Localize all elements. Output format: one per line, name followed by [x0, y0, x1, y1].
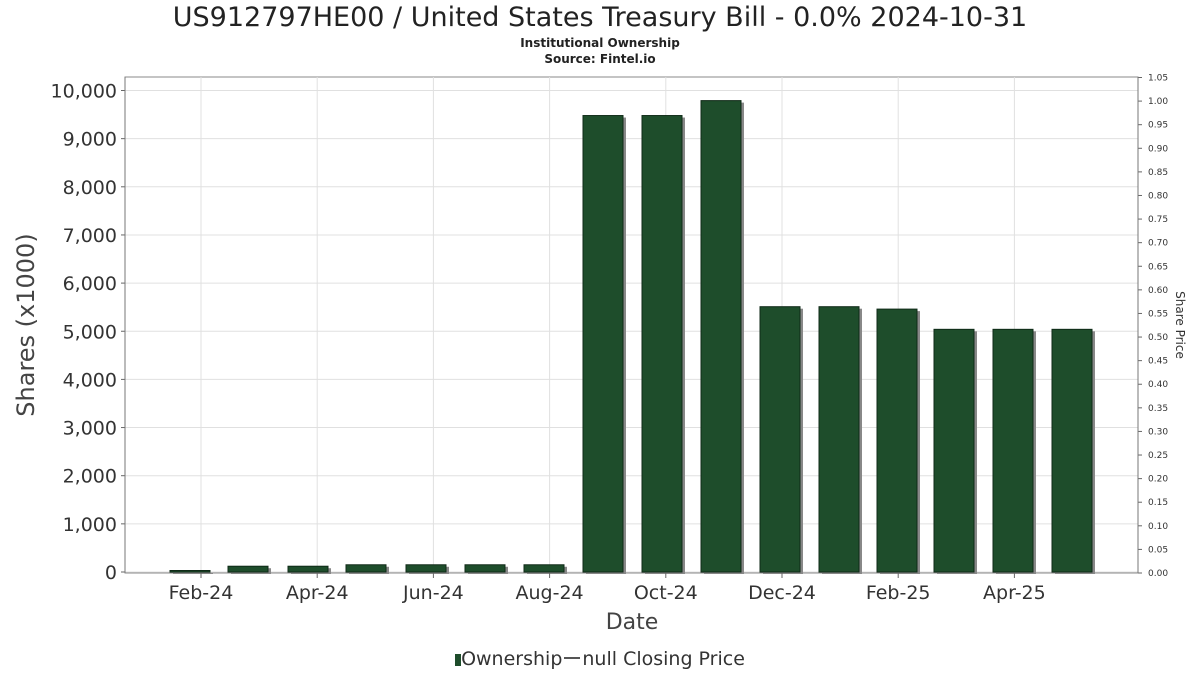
- plot-area: [124, 76, 1139, 574]
- y2-tick-label: 1.05: [1148, 74, 1168, 84]
- y2-axis: 0.00 0.05 0.10 0.15 0.20 0.25 0.30 0.35 0.40 0.45…: [1137, 74, 1168, 579]
- x-tick-label: Aug-24: [516, 582, 584, 604]
- bar: [464, 564, 506, 573]
- legend-closing-price: null Closing Price: [582, 648, 745, 670]
- y-tick-label: 3,000: [63, 418, 117, 440]
- bar-shadow: [173, 572, 213, 574]
- legend: Ownership null Closing Price: [0, 648, 1200, 670]
- x-tick-label: Apr-25: [983, 582, 1046, 604]
- y2-tick-label: 0.70: [1148, 239, 1168, 249]
- bars: [169, 100, 1095, 575]
- ownership-swatch: [455, 654, 462, 666]
- y-tick-label: 5,000: [63, 321, 117, 343]
- bar: [933, 328, 975, 573]
- bar: [582, 115, 624, 573]
- y-tick-label: 9,000: [63, 129, 117, 151]
- x-axis: Feb-24 Apr-24 Jun-24 Aug-24 Oct-24 Dec-24 Feb-…: [169, 573, 1046, 604]
- legend-ownership: Ownership: [461, 648, 563, 670]
- y-tick-label: 7,000: [63, 225, 117, 247]
- bar: [818, 306, 860, 573]
- y-tick-label: 4,000: [63, 369, 117, 391]
- y-tick-label: 10,000: [51, 81, 117, 103]
- bar: [227, 565, 269, 573]
- closing-price-swatch: [564, 657, 581, 659]
- y2-tick-label: 0.85: [1148, 168, 1168, 178]
- y-tick-label: 1,000: [63, 514, 117, 536]
- bar: [523, 564, 565, 573]
- y2-tick-label: 0.60: [1148, 286, 1168, 296]
- y2-tick-label: 0.55: [1148, 309, 1168, 319]
- bar: [405, 564, 447, 573]
- y2-tick-label: 0.20: [1148, 475, 1168, 485]
- y2-tick-label: 0.30: [1148, 427, 1168, 437]
- y2-tick-label: 0.35: [1148, 404, 1168, 414]
- x-axis-label: Date: [606, 610, 659, 635]
- bar: [992, 328, 1034, 573]
- y2-tick-label: 0.25: [1148, 451, 1168, 461]
- x-tick-label: Oct-24: [634, 582, 698, 604]
- y2-tick-label: 0.95: [1148, 121, 1168, 131]
- y2-tick-label: 0.40: [1148, 380, 1168, 390]
- x-tick-label: Apr-24: [286, 582, 349, 604]
- chart-source: Source: Fintel.io: [544, 52, 656, 66]
- y-tick-label: 6,000: [63, 273, 117, 295]
- y2-tick-label: 0.90: [1148, 144, 1168, 154]
- x-tick-label: Feb-24: [169, 582, 234, 604]
- bar: [287, 565, 329, 573]
- y2-tick-label: 0.80: [1148, 191, 1168, 201]
- y2-axis-label: Share Price: [1173, 291, 1187, 359]
- y2-tick-label: 0.50: [1148, 333, 1168, 343]
- y2-tick-label: 0.45: [1148, 357, 1168, 367]
- bar: [345, 564, 387, 573]
- y2-tick-label: 0.75: [1148, 215, 1168, 225]
- x-tick-label: Feb-25: [866, 582, 931, 604]
- y-tick-label: 0: [105, 562, 117, 584]
- y-tick-label: 8,000: [63, 177, 117, 199]
- bar: [169, 570, 211, 573]
- bar: [876, 308, 918, 573]
- bar: [759, 306, 801, 573]
- y2-tick-label: 0.00: [1148, 569, 1168, 579]
- bar: [700, 100, 742, 573]
- chart-subtitle: Institutional Ownership: [520, 36, 680, 50]
- y2-tick-label: 0.15: [1148, 498, 1168, 508]
- y2-tick-label: 1.00: [1148, 97, 1168, 107]
- chart-title: US912797HE00 / United States Treasury Bi…: [172, 2, 1028, 33]
- y-axis: 0 1,000 2,000 3,000 4,000 5,000 6,000 7,000 8,00…: [51, 77, 126, 584]
- bar: [1051, 328, 1093, 573]
- y2-tick-label: 0.10: [1148, 522, 1168, 532]
- x-tick-label: Jun-24: [402, 582, 464, 604]
- y2-tick-label: 0.65: [1148, 262, 1168, 272]
- y-tick-label: 2,000: [63, 466, 117, 488]
- x-tick-label: Dec-24: [748, 582, 816, 604]
- y2-tick-label: 0.05: [1148, 545, 1168, 555]
- bar: [641, 115, 683, 573]
- y-axis-label: Shares (x1000): [12, 233, 40, 416]
